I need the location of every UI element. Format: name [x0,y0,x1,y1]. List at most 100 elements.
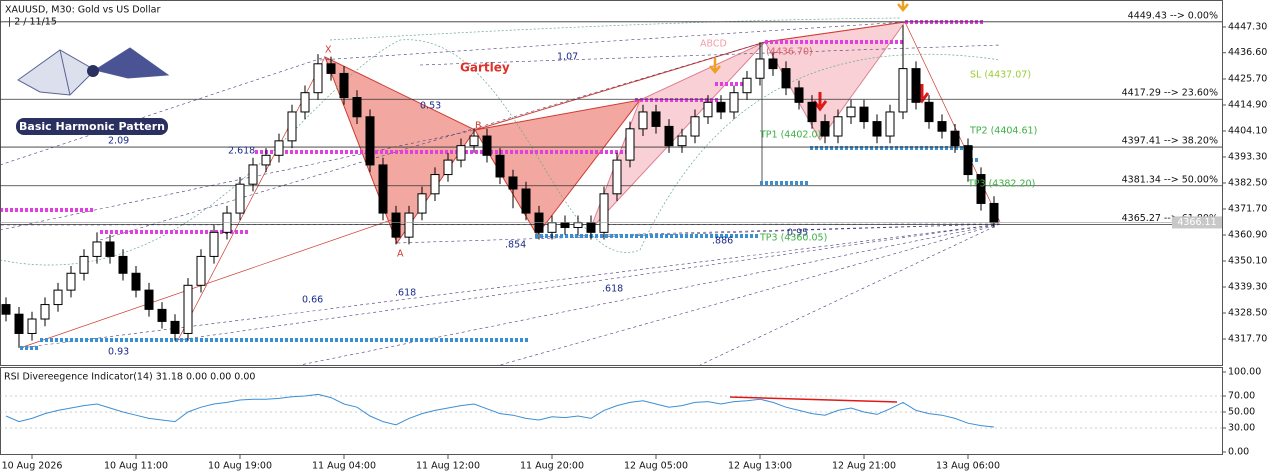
candle-body [716,101,726,113]
candle-body [326,63,336,74]
signal-arrow [709,58,721,74]
candle-body [339,72,349,99]
candle-body [157,308,167,322]
pattern-annotation: .854 [505,240,526,251]
candle-body [846,106,856,118]
y-tick-label: 4339.30 [1228,281,1267,292]
x-tick-label: 11 Aug 12:00 [416,461,480,472]
pattern-annotation: .618 [602,284,623,295]
last-price-box [1172,216,1222,229]
candle-body [950,130,960,147]
pattern-line [764,21,906,43]
candle-body [27,318,37,334]
y-tick-label: 4382.50 [1228,177,1267,188]
candle-body [14,313,24,334]
candle-body [807,101,817,123]
candle-body [625,128,635,161]
pattern-annotation: TP3 (4382.20) [967,179,1035,190]
y-tick-label: 4360.90 [1228,229,1267,240]
candle-body [755,58,765,79]
pattern-annotation: .886 [712,236,733,247]
pattern-annotation: TP3 (4360.05) [759,233,827,244]
pattern-annotation: 0.53 [420,101,441,112]
candle-body [703,101,713,118]
candle-body [79,255,89,274]
y-tick-label: 4328.50 [1228,307,1267,318]
pattern-annotation: TP1 (4402.0) [759,130,821,141]
x-tick-label: 11 Aug 20:00 [520,461,584,472]
x-tick-label: 11 Aug 04:00 [312,461,376,472]
level-dots [20,146,980,350]
candle-body [118,255,128,274]
y-tick-label: 0.00 [1228,447,1249,458]
pattern-annotation: 0.66 [302,295,323,306]
candle-body [261,154,271,166]
candle-body [92,241,102,257]
candle-body [183,284,193,334]
x-tick-label: 10 Aug 11:00 [104,461,168,472]
candle-body [1,304,11,315]
y-tick-label: 30.00 [1228,423,1255,434]
candle-body [885,111,895,137]
candle-body [443,159,453,176]
rsi-title: RSI Divereegence Indicator(14) 31.18 0.0… [4,372,255,383]
candle-body [131,272,141,291]
chart-title: XAUUSD, M30: Gold vs US Dollar [5,5,160,16]
pattern-annotation: Gartley [460,61,510,75]
candle-body [209,231,219,257]
candle-body [664,125,674,147]
logo-shape [87,65,99,77]
fib-label: 4397.41 --> 38.20% [1122,136,1218,147]
pattern-layer [0,0,1001,366]
candle-body [248,164,258,185]
candle-body [508,176,518,190]
candle-body [144,289,154,310]
candle-body [573,222,583,229]
candle-body [924,101,934,123]
y-tick-label: 4425.70 [1228,73,1267,84]
candle-body [352,97,362,118]
candle-body [365,116,375,166]
candle-body [833,116,843,137]
candle-body [417,193,427,214]
band-line [0,39,1001,266]
candle-body [742,77,752,94]
candle-body [976,174,986,204]
candle-body [781,68,791,89]
y-tick-label: 4447.30 [1228,21,1267,32]
pattern-line [19,217,398,349]
candle-body [677,135,687,147]
x-tick-label: 12 Aug 05:00 [624,461,688,472]
candle-body [651,111,661,127]
candle-body [287,111,297,142]
pattern-annotation: ABCD [700,39,727,50]
candle-body [768,58,778,70]
fib-label: 4365.27 --> 61.80% [1122,213,1218,224]
logo: Basic Harmonic Pattern [16,47,170,135]
logo-shape [95,48,168,78]
y-tick-label: 4414.90 [1228,99,1267,110]
candle-body [482,135,492,156]
candle-body [170,320,180,334]
candle-body [274,140,284,156]
y-tick-label: 4393.30 [1228,151,1267,162]
logo-badge [16,118,168,135]
y-tick-label: 100.00 [1228,367,1261,378]
y-tick-label: 4404.10 [1228,125,1267,136]
candle-body [495,154,505,178]
candle-body [53,289,63,306]
candle-body [560,222,570,229]
candle-body [599,193,609,233]
y-tick-label: 4350.10 [1228,255,1267,266]
candle-body [963,145,973,176]
y-tick-label: 50.00 [1228,407,1255,418]
pattern-annotation: TP2 (4404.61) [969,126,1037,137]
candle-body [586,222,596,233]
pattern-annotation: 0.95 [787,228,808,239]
rsi-pane-border [0,367,1223,455]
logo-text: Basic Harmonic Pattern [19,120,165,133]
x-tick-label: 12 Aug 21:00 [832,461,896,472]
candle-body [40,304,50,320]
candle-body [820,121,830,137]
last-price-label: 4366.11 [1177,217,1216,228]
